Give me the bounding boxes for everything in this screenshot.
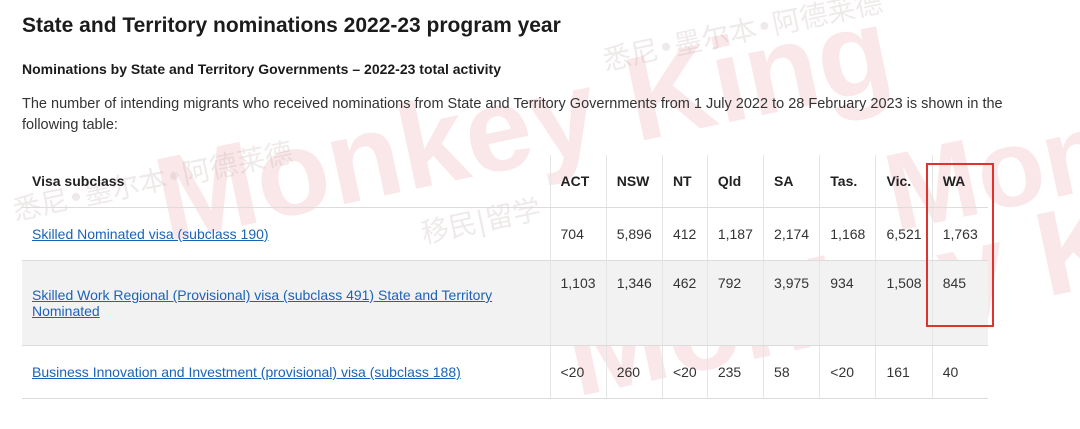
watermark-cn: 悉尼•墨尔本•阿德莱德	[599, 0, 886, 78]
visa-link-188[interactable]: Business Innovation and Investment (prov…	[32, 364, 461, 380]
cell-qld: 792	[706, 260, 764, 346]
cell-nsw: 5,896	[605, 207, 663, 261]
cell-qld: 235	[706, 345, 764, 399]
cell-wa: 40	[931, 345, 988, 399]
cell-vic: 6,521	[875, 207, 933, 261]
table-row: Skilled Nominated visa (subclass 190) 70…	[22, 207, 988, 261]
cell-nt: 412	[661, 207, 708, 261]
cell-nt: 462	[661, 260, 708, 346]
cell-qld: 1,187	[706, 207, 764, 261]
cell-tas: 934	[819, 260, 876, 346]
header-visa-subclass: Visa subclass	[22, 155, 550, 208]
intro-paragraph: The number of intending migrants who rec…	[22, 96, 1003, 133]
table-row: Business Innovation and Investment (prov…	[22, 345, 988, 399]
cell-nt: <20	[661, 345, 708, 399]
cell-nsw: 260	[605, 345, 663, 399]
page-title: State and Territory nominations 2022-23 …	[22, 14, 561, 37]
cell-sa: 2,174	[763, 207, 820, 261]
header-nt: NT	[661, 155, 708, 208]
cell-nsw: 1,346	[605, 260, 663, 346]
header-act: ACT	[549, 155, 607, 208]
cell-vic: 1,508	[875, 260, 933, 346]
section-subtitle: Nominations by State and Territory Gover…	[22, 61, 501, 77]
cell-wa: 845	[931, 260, 988, 346]
cell-act: <20	[549, 345, 607, 399]
nominations-table: Visa subclass ACT NSW NT Qld SA Tas. Vic…	[22, 155, 988, 399]
cell-wa: 1,763	[931, 207, 988, 261]
header-wa: WA	[931, 155, 988, 208]
header-sa: SA	[763, 155, 820, 208]
header-qld: Qld	[706, 155, 764, 208]
table-row: Skilled Work Regional (Provisional) visa…	[22, 260, 988, 346]
cell-sa: 3,975	[763, 260, 820, 346]
header-tas: Tas.	[819, 155, 876, 208]
cell-act: 1,103	[549, 260, 607, 346]
cell-act: 704	[549, 207, 607, 261]
header-nsw: NSW	[605, 155, 663, 208]
cell-vic: 161	[875, 345, 933, 399]
cell-sa: 58	[763, 345, 820, 399]
visa-link-190[interactable]: Skilled Nominated visa (subclass 190)	[32, 226, 269, 242]
header-vic: Vic.	[875, 155, 933, 208]
visa-link-491[interactable]: Skilled Work Regional (Provisional) visa…	[32, 287, 493, 319]
cell-tas: 1,168	[819, 207, 876, 261]
cell-tas: <20	[819, 345, 876, 399]
table-header-row: Visa subclass ACT NSW NT Qld SA Tas. Vic…	[22, 155, 988, 208]
